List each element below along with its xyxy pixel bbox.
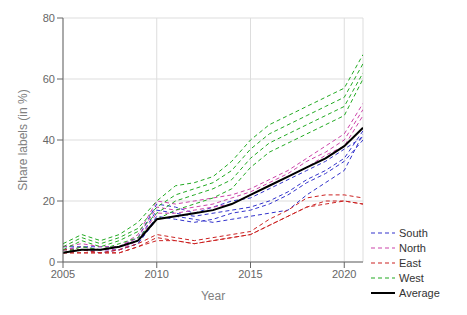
svg-text:2005: 2005 [51,268,75,280]
svg-text:Year: Year [201,289,225,303]
svg-text:60: 60 [43,73,55,85]
html-text:Average: Average [399,287,440,299]
svg-text:Share labels (in %): Share labels (in %) [16,89,30,190]
html-text:South: South [399,227,428,239]
svg-text:2010: 2010 [145,268,169,280]
html-text:East: East [399,257,421,269]
svg-text:0: 0 [49,256,55,268]
svg-text:2020: 2020 [332,268,356,280]
html-text:North: North [399,242,426,254]
svg-text:2015: 2015 [238,268,262,280]
svg-text:80: 80 [43,12,55,24]
svg-text:20: 20 [43,195,55,207]
html-text:West: West [399,272,424,284]
svg-text:40: 40 [43,134,55,146]
